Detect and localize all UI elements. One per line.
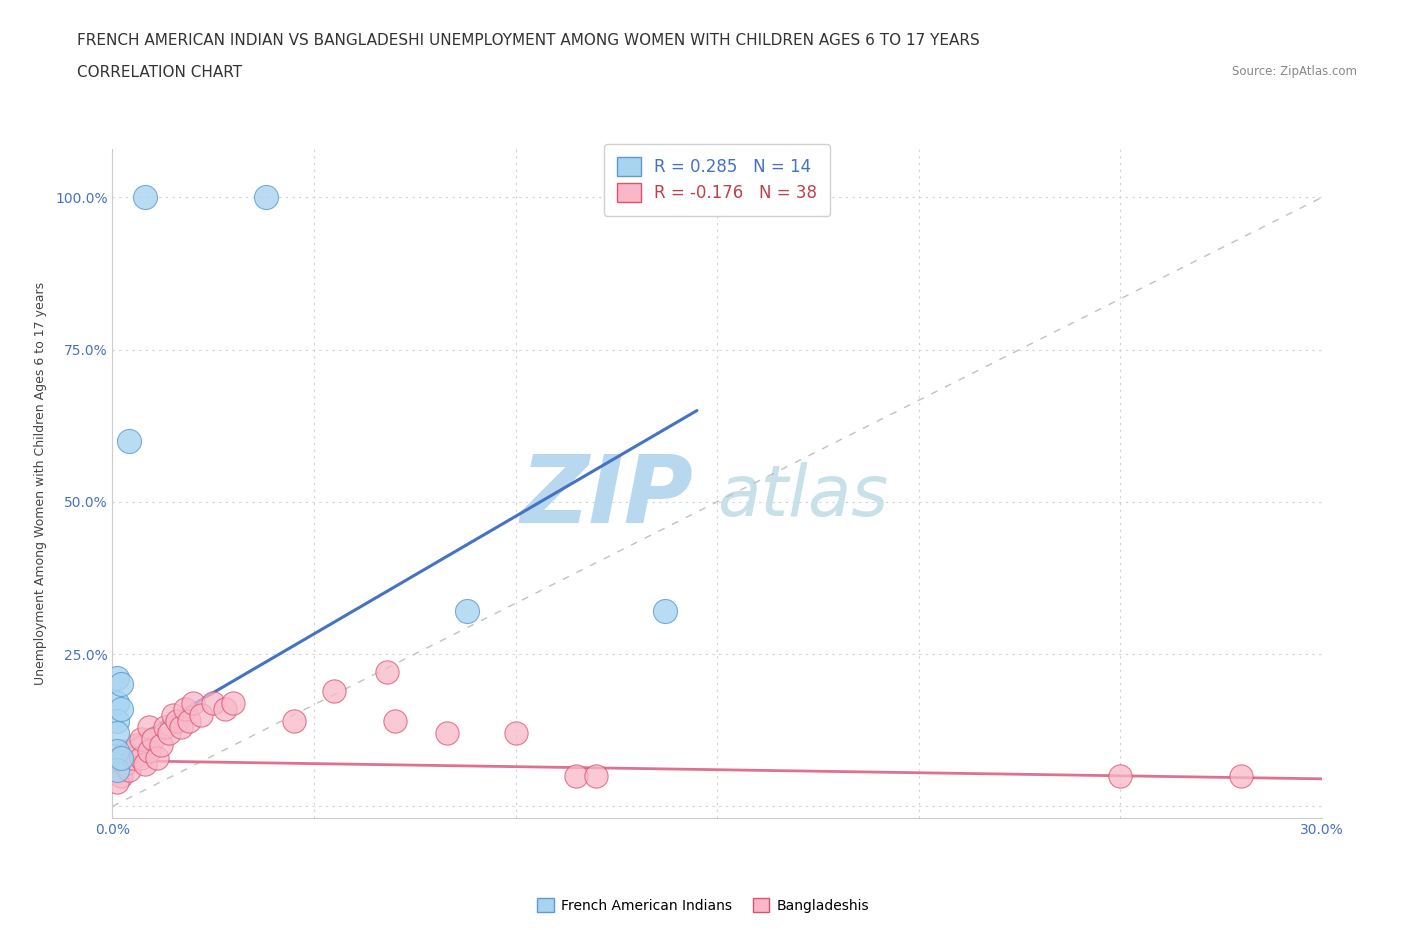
Point <box>114 744 136 759</box>
Point <box>134 756 156 771</box>
Point <box>125 737 148 752</box>
Point <box>157 725 180 740</box>
Point <box>190 708 212 723</box>
Point <box>214 701 236 716</box>
Y-axis label: Unemployment Among Women with Children Ages 6 to 17 years: Unemployment Among Women with Children A… <box>34 282 46 685</box>
Point <box>181 696 204 711</box>
Point <box>177 713 200 728</box>
Point <box>585 768 607 783</box>
Point <box>110 751 132 765</box>
Point <box>505 725 527 740</box>
Point <box>105 763 128 777</box>
Point <box>375 665 398 680</box>
Text: CORRELATION CHART: CORRELATION CHART <box>77 65 242 80</box>
Point <box>146 751 169 765</box>
Text: Source: ZipAtlas.com: Source: ZipAtlas.com <box>1232 65 1357 78</box>
Point <box>105 756 128 771</box>
Text: ZIP: ZIP <box>520 451 693 543</box>
Point <box>129 751 152 765</box>
Point <box>565 768 588 783</box>
Point <box>166 713 188 728</box>
Point <box>384 713 406 728</box>
Point <box>170 720 193 735</box>
Point <box>121 751 143 765</box>
Point <box>134 190 156 205</box>
Legend: French American Indians, Bangladeshis: French American Indians, Bangladeshis <box>531 893 875 919</box>
Point <box>129 732 152 747</box>
Point <box>105 725 128 740</box>
Point <box>456 604 478 618</box>
Point <box>117 433 139 448</box>
Point <box>142 732 165 747</box>
Point <box>436 725 458 740</box>
Text: FRENCH AMERICAN INDIAN VS BANGLADESHI UNEMPLOYMENT AMONG WOMEN WITH CHILDREN AGE: FRENCH AMERICAN INDIAN VS BANGLADESHI UN… <box>77 33 980 47</box>
Point <box>323 684 346 698</box>
Point <box>138 720 160 735</box>
Text: atlas: atlas <box>717 462 889 531</box>
Point <box>110 768 132 783</box>
Point <box>283 713 305 728</box>
Point <box>162 708 184 723</box>
Point <box>114 756 136 771</box>
Legend: R = 0.285   N = 14, R = -0.176   N = 38: R = 0.285 N = 14, R = -0.176 N = 38 <box>605 144 830 216</box>
Point <box>222 696 245 711</box>
Point <box>105 713 128 728</box>
Point <box>110 701 132 716</box>
Point <box>1230 768 1253 783</box>
Point <box>153 720 176 735</box>
Point <box>105 696 128 711</box>
Point <box>138 744 160 759</box>
Point <box>654 604 676 618</box>
Point <box>254 190 277 205</box>
Point <box>110 677 132 692</box>
Point <box>1109 768 1132 783</box>
Point <box>105 671 128 685</box>
Point <box>117 763 139 777</box>
Point <box>105 744 128 759</box>
Point <box>105 775 128 790</box>
Point <box>202 696 225 711</box>
Point <box>149 737 172 752</box>
Point <box>174 701 197 716</box>
